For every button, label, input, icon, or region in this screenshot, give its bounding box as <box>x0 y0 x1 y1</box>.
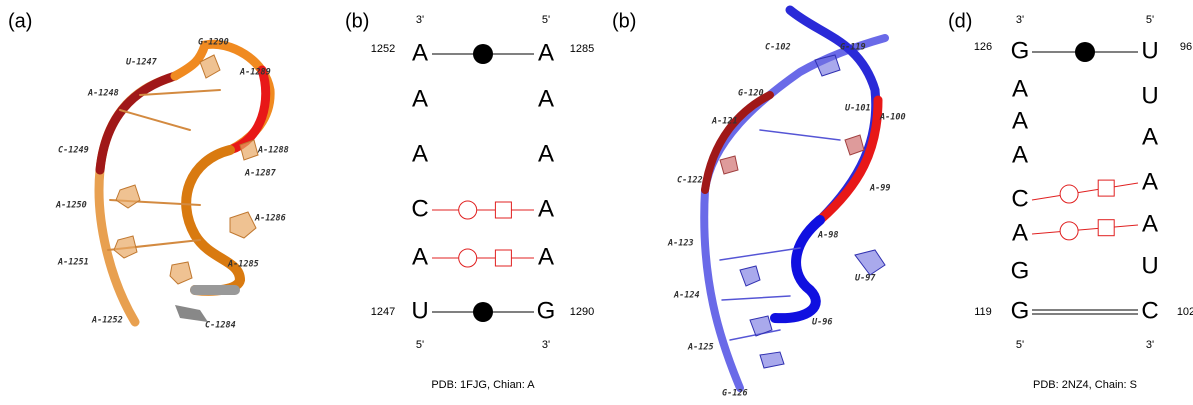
panel-label: (d) <box>948 10 972 32</box>
base: A <box>1012 141 1028 168</box>
residue-label: A-124 <box>673 291 700 301</box>
residue-label: A-125 <box>687 343 714 353</box>
panel-label: (b) <box>345 10 369 32</box>
residue-number: 1285 <box>570 43 594 55</box>
residue-label: U-101 <box>845 104 871 114</box>
residue-label: G-119 <box>840 43 866 53</box>
residue-label: A-1289 <box>239 68 271 78</box>
residue-number: 126 <box>974 41 992 53</box>
residue-label: G-120 <box>738 89 764 99</box>
base: C <box>1141 297 1158 324</box>
pair-line <box>1032 183 1138 200</box>
residue-label: A-121 <box>711 117 738 127</box>
pair-symbol <box>473 302 493 322</box>
residue-label: A-1251 <box>57 258 89 268</box>
residue-label: A-1288 <box>257 146 289 156</box>
base: A <box>1012 75 1028 102</box>
caption: PDB: 2NZ4, Chain: S <box>1033 379 1137 391</box>
residue-label: A-99 <box>869 184 890 194</box>
residue-number: 96 <box>1180 41 1192 53</box>
residue-label: A-1286 <box>254 214 286 224</box>
base: U <box>1141 82 1158 109</box>
pair-symbol <box>459 201 477 219</box>
strand-end: 5' <box>1016 339 1024 351</box>
strand-end: 5' <box>542 14 550 26</box>
residue-number: 119 <box>974 306 992 318</box>
residue-label: U-1247 <box>126 58 158 68</box>
residue-label: G-126 <box>722 389 748 399</box>
base: A <box>412 85 428 112</box>
base: A <box>1012 107 1028 134</box>
base: A <box>412 243 428 270</box>
base: G <box>537 297 556 324</box>
base: A <box>1142 123 1158 150</box>
residue-label: A-98 <box>817 231 838 241</box>
pair-symbol <box>1075 42 1095 62</box>
residue-label: G-1290 <box>198 38 229 48</box>
strand-end: 5' <box>416 339 424 351</box>
base: U <box>411 297 428 324</box>
pair-symbol <box>459 249 477 267</box>
base: A <box>1012 219 1028 246</box>
strand-end: 3' <box>1016 14 1024 26</box>
panel-label: (a) <box>8 10 32 32</box>
residue-label: C-122 <box>677 176 703 186</box>
base: A <box>412 39 428 66</box>
residue-label: A-1250 <box>55 201 87 211</box>
strand-end: 5' <box>1146 14 1154 26</box>
base: A <box>538 243 554 270</box>
residue-label: C-102 <box>765 43 791 53</box>
residue-label: A-123 <box>667 239 694 249</box>
base: A <box>538 85 554 112</box>
residue-number: 102 <box>1177 306 1193 318</box>
residue-label: A-1285 <box>227 260 259 270</box>
pair-line <box>1032 225 1138 234</box>
base: A <box>1142 210 1158 237</box>
residue-label: C-1284 <box>205 321 236 331</box>
pair-symbol <box>473 44 493 64</box>
base: G <box>1011 297 1030 324</box>
residue-label: A-1248 <box>87 89 119 99</box>
panel-label: (b) <box>612 10 636 32</box>
pair-symbol <box>1060 185 1078 203</box>
residue-label: A-1252 <box>91 316 123 326</box>
pair-symbol <box>495 202 511 218</box>
rna-structure-c <box>704 10 885 388</box>
rna-structure-a <box>99 44 270 322</box>
base: A <box>1142 168 1158 195</box>
base: A <box>412 140 428 167</box>
base: G <box>1011 257 1030 284</box>
pair-symbol <box>1098 220 1114 236</box>
pair-symbol <box>1098 180 1114 196</box>
residue-label: U-96 <box>812 318 832 328</box>
base: U <box>1141 252 1158 279</box>
figure: (a) (b) (b) (d) U-1247 G-1290 A-1289 A-1248 C-12… <box>0 0 1193 400</box>
base: C <box>411 195 428 222</box>
residue-label: U-97 <box>855 274 876 284</box>
base: C <box>1011 185 1028 212</box>
residue-number: 1252 <box>371 43 395 55</box>
caption: PDB: 1FJG, Chian: A <box>431 379 535 391</box>
strand-end: 3' <box>542 339 550 351</box>
base: A <box>538 195 554 222</box>
base: U <box>1141 37 1158 64</box>
residue-number: 1247 <box>371 306 395 318</box>
residue-label: A-100 <box>879 113 906 123</box>
residue-number: 1290 <box>570 306 594 318</box>
base: A <box>538 140 554 167</box>
pair-symbol <box>495 250 511 266</box>
residue-label: A-1287 <box>244 169 277 179</box>
base: G <box>1011 37 1030 64</box>
strand-end: 3' <box>1146 339 1154 351</box>
base: A <box>538 39 554 66</box>
strand-end: 3' <box>416 14 424 26</box>
pair-symbol <box>1060 222 1078 240</box>
residue-label: C-1249 <box>58 146 89 156</box>
